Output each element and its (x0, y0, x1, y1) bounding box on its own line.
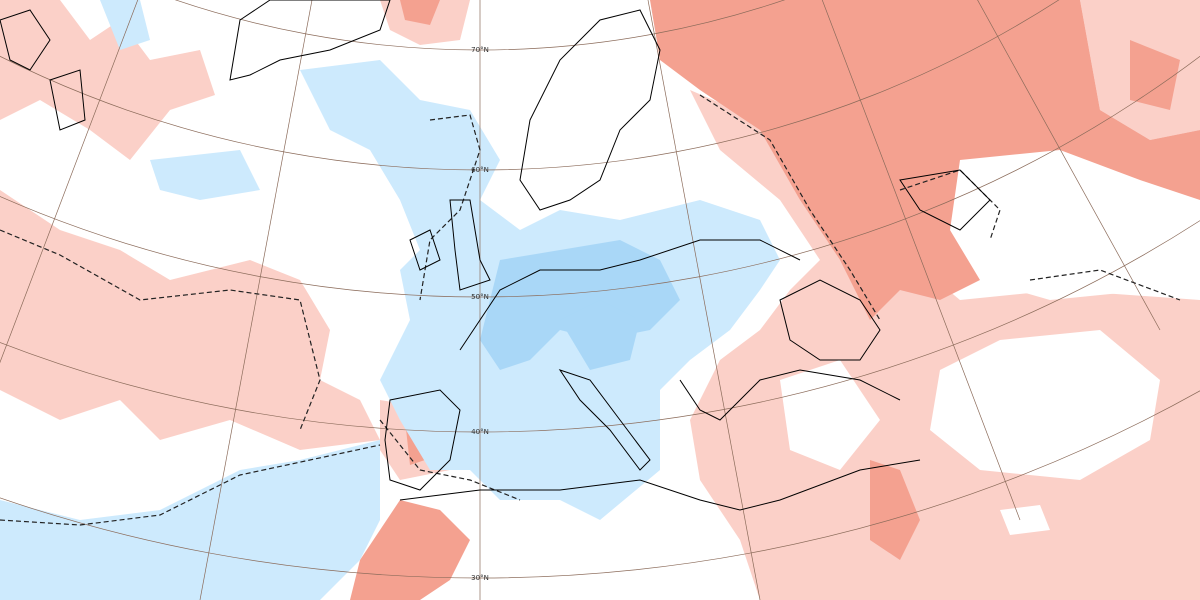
latitude-label: 60°N (471, 166, 489, 174)
latitude-labels: 70°N 60°N 50°N 40°N 30°N (471, 46, 489, 582)
latitude-label: 70°N (471, 46, 489, 54)
salmon-areas (350, 0, 1200, 600)
dashed-contours (0, 94, 1181, 526)
mid-blue-areas (480, 240, 680, 370)
latitude-label: 50°N (471, 293, 489, 301)
latitude-label: 40°N (471, 428, 489, 436)
coastlines (0, 0, 991, 511)
white-holes (780, 150, 1170, 535)
latitude-label: 30°N (471, 574, 489, 582)
